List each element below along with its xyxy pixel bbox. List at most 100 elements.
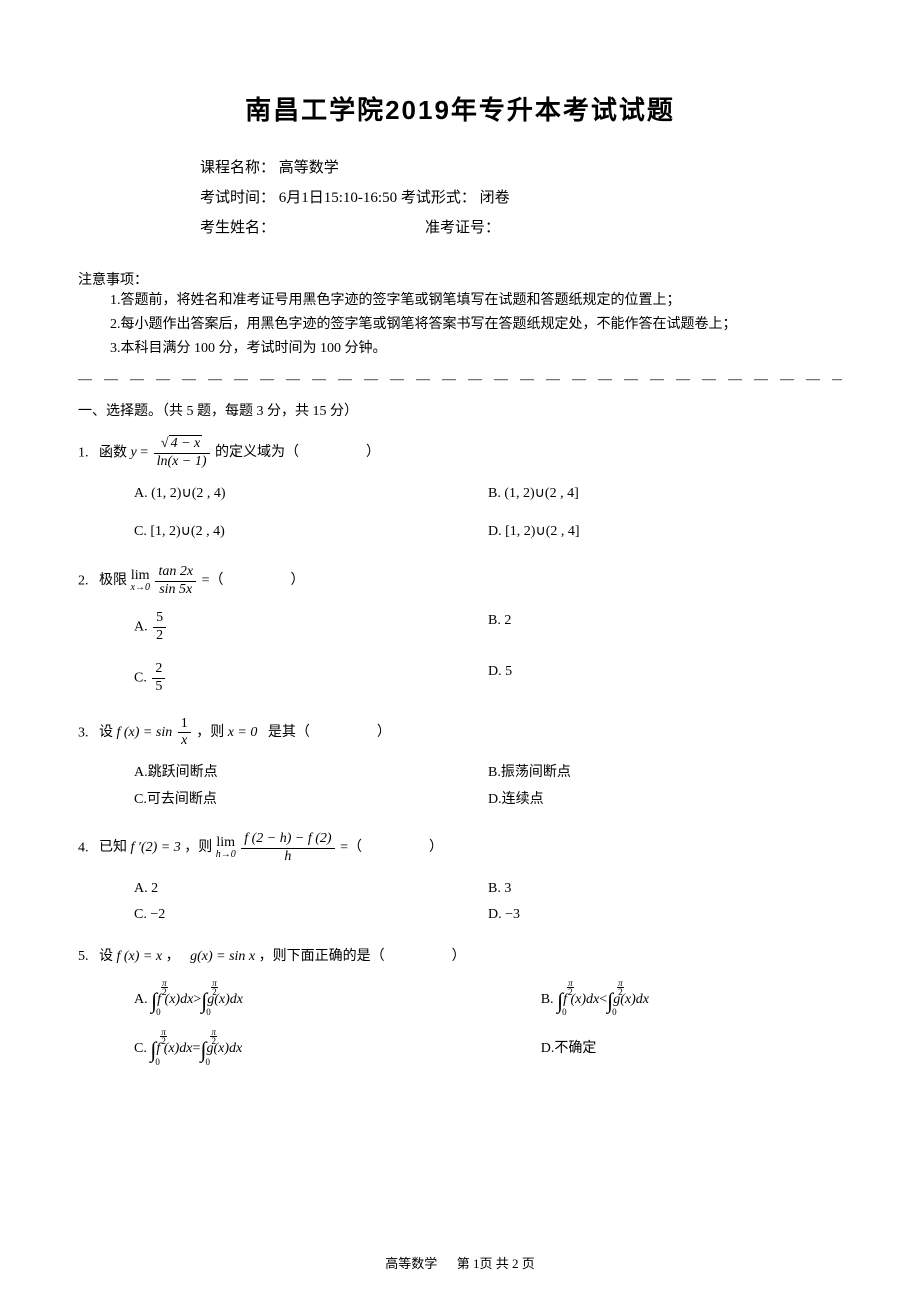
- int-lo: 0: [155, 1055, 160, 1069]
- q3-opt-a: 跳跃间断点: [148, 765, 218, 780]
- q3-opt-a-label: A.: [134, 765, 148, 780]
- header-info: 课程名称： 高等数学 考试时间： 6月1日15:10-16:50 考试形式： 闭…: [200, 153, 842, 243]
- q2-opt-d-label: D.: [488, 664, 502, 679]
- q3-fraction: 1 x: [178, 716, 191, 751]
- q3-close: ）: [377, 725, 391, 740]
- question-1: 1. 函数 y = 4 − x ln(x − 1) 的定义域为（ ） A. (1…: [78, 436, 842, 543]
- q3-frac-den: x: [178, 733, 191, 750]
- q5-opt-d-label: D.: [541, 1038, 555, 1060]
- exam-title: 南昌工学院2019年专升本考试试题: [78, 90, 842, 127]
- q1-prefix: 函数: [99, 446, 127, 461]
- q1-opt-d-label: D.: [488, 524, 502, 539]
- section-title: 一、选择题。（共 5 题，每题 3 分，共 15 分）: [78, 400, 842, 420]
- notice-list: 1.答题前，将姓名和准考证号用黑色字迹的签字笔或钢笔填写在试题和答题纸规定的位置…: [110, 289, 842, 360]
- q2-a-den: 2: [153, 628, 166, 645]
- q2-opt-a: 5 2: [153, 610, 166, 645]
- q2-opt-d: 5: [505, 664, 512, 679]
- int-up-d: 2: [617, 988, 624, 997]
- q2-frac-den: sin 5x: [155, 582, 196, 599]
- q3-mid: ，则: [196, 725, 224, 740]
- q4-opt-d-label: D.: [488, 907, 502, 922]
- course-label: 课程名称：: [200, 153, 275, 183]
- q4-fraction: f (2 − h) − f (2) h: [241, 831, 334, 866]
- time-value: 6月1日15:10-16:50: [279, 183, 397, 213]
- notice-label: 注意事项：: [78, 269, 842, 289]
- q5-close: ）: [452, 949, 466, 964]
- q5-prefix: 设: [99, 949, 113, 964]
- q1-suffix: 的定义域为（: [215, 445, 299, 460]
- q1-opt-c: [1, 2)∪(2 , 4): [150, 524, 224, 539]
- q5-suffix: ，则下面正确的是（: [259, 949, 385, 964]
- q3-opt-d: 连续点: [502, 792, 544, 807]
- notice-item: 1.答题前，将姓名和准考证号用黑色字迹的签字笔或钢笔填写在试题和答题纸规定的位置…: [110, 289, 842, 313]
- q2-num: 2.: [78, 573, 89, 588]
- q1-y: y: [131, 445, 137, 460]
- q2-opt-b: 2: [504, 613, 511, 628]
- int-up-d: 2: [210, 1037, 217, 1046]
- notice-item: 3.本科目满分 100 分，考试时间为 100 分钟。: [110, 337, 842, 361]
- q3-opt-b: 振荡间断点: [501, 765, 571, 780]
- form-value: 闭卷: [480, 183, 510, 213]
- q5-fx: f (x) = x: [117, 949, 163, 964]
- q1-opt-a: (1, 2)∪(2 , 4): [151, 486, 225, 501]
- q5-comma: ，: [166, 949, 180, 964]
- q4-eq: =（: [340, 840, 362, 855]
- int-lo: 0: [205, 1055, 210, 1069]
- integral-icon: ∫ π2 0: [607, 983, 613, 1018]
- q3-prefix: 设: [99, 725, 113, 740]
- q1-num: 1.: [78, 446, 89, 461]
- q1-close: ）: [366, 445, 380, 460]
- q2-close: ）: [290, 573, 304, 588]
- q3-suffix: 是其（: [268, 725, 310, 740]
- q4-lim-bot: h→0: [216, 850, 236, 860]
- q1-fraction: 4 − x ln(x − 1): [154, 436, 210, 471]
- q2-c-den: 5: [152, 679, 165, 696]
- q1-opt-b-label: B.: [488, 486, 501, 501]
- q3-opt-b-label: B.: [488, 765, 501, 780]
- q4-opt-a-label: A.: [134, 881, 148, 896]
- integral-icon: ∫ π2 0: [150, 1032, 156, 1067]
- q2-fraction: tan 2x sin 5x: [155, 564, 196, 599]
- q3-opt-c: 可去间断点: [147, 792, 217, 807]
- q1-opt-c-label: C.: [134, 524, 147, 539]
- q2-c-num: 2: [152, 661, 165, 679]
- q2-opt-a-label: A.: [134, 620, 148, 635]
- divider: ――――――――――――――――――――――――――――――――――――――――…: [78, 372, 842, 390]
- int-up-d: 2: [211, 988, 218, 997]
- q4-lim: lim h→0: [216, 836, 236, 860]
- q5-lt: <: [599, 989, 607, 1011]
- page-footer: 高等数学 第 1页 共 2 页: [0, 1253, 920, 1272]
- q5-opt-b-label: B.: [541, 989, 554, 1011]
- q2-a-num: 5: [153, 610, 166, 628]
- int-lo: 0: [156, 1005, 161, 1019]
- q2-prefix: 极限: [99, 573, 127, 588]
- notice-item: 2.每小题作出答案后，用黑色字迹的签字笔或钢笔将答案书写在答题纸规定处，不能作答…: [110, 313, 842, 337]
- q4-opt-a: 2: [151, 881, 158, 896]
- q2-lim: lim x→0: [131, 569, 150, 593]
- q2-lim-bot: x→0: [131, 583, 150, 593]
- int-up-d: 2: [160, 1037, 167, 1046]
- q4-opt-c: −2: [150, 907, 165, 922]
- q4-opt-d: −3: [505, 907, 520, 922]
- q4-frac-num: f (2 − h) − f (2): [241, 831, 334, 849]
- q1-opt-b: (1, 2)∪(2 , 4]: [504, 486, 578, 501]
- q4-lim-top: lim: [216, 836, 236, 850]
- q1-sqrt-inner: 4 − x: [169, 435, 203, 451]
- question-4: 4. 已知 f ′(2) = 3 ，则 lim h→0 f (2 − h) − …: [78, 831, 842, 926]
- integral-icon: ∫ π2 0: [201, 983, 207, 1018]
- footer-course: 高等数学: [385, 1256, 437, 1271]
- int-lo: 0: [612, 1005, 617, 1019]
- q4-opt-b-label: B.: [488, 881, 501, 896]
- q2-eq: =（: [202, 573, 224, 588]
- question-5: 5. 设 f (x) = x ， g(x) = sin x ，则下面正确的是（ …: [78, 946, 842, 1067]
- q4-fp: f ′(2) = 3: [131, 840, 181, 855]
- q1-eq: =: [140, 445, 151, 460]
- q2-frac-num: tan 2x: [155, 564, 196, 582]
- form-label: 考试形式：: [401, 183, 476, 213]
- question-2: 2. 极限 lim x→0 tan 2x sin 5x =（ ） A. 5 2 …: [78, 564, 842, 696]
- course-value: 高等数学: [279, 153, 339, 183]
- q4-prefix: 已知: [99, 840, 127, 855]
- q3-fx: f (x) = sin: [117, 725, 173, 740]
- q1-opt-d: [1, 2)∪(2 , 4]: [505, 524, 579, 539]
- q2-opt-c: 2 5: [152, 661, 165, 696]
